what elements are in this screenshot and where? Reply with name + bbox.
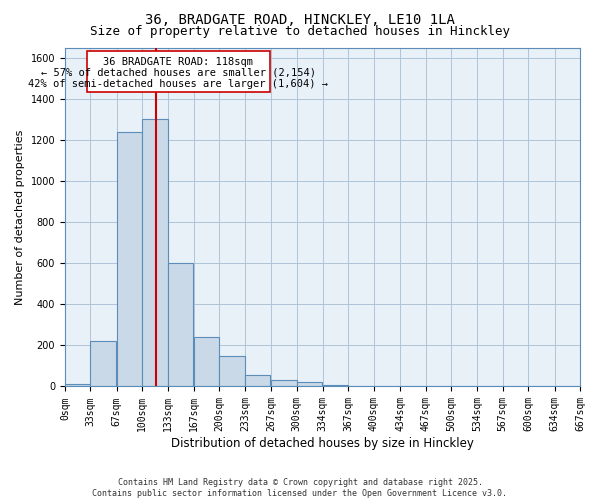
Bar xyxy=(194,337,220,386)
Bar xyxy=(65,384,91,386)
Bar xyxy=(116,132,142,386)
Bar xyxy=(245,375,271,386)
Text: 42% of semi-detached houses are larger (1,604) →: 42% of semi-detached houses are larger (… xyxy=(28,78,328,88)
Y-axis label: Number of detached properties: Number of detached properties xyxy=(15,130,25,304)
Bar xyxy=(91,342,116,386)
Bar xyxy=(296,382,322,386)
Bar xyxy=(142,120,167,386)
Bar xyxy=(220,356,245,386)
Text: 36, BRADGATE ROAD, HINCKLEY, LE10 1LA: 36, BRADGATE ROAD, HINCKLEY, LE10 1LA xyxy=(145,12,455,26)
Bar xyxy=(271,380,296,386)
Text: Size of property relative to detached houses in Hinckley: Size of property relative to detached ho… xyxy=(90,25,510,38)
FancyBboxPatch shape xyxy=(86,50,269,92)
Bar xyxy=(167,263,193,386)
Text: Contains HM Land Registry data © Crown copyright and database right 2025.
Contai: Contains HM Land Registry data © Crown c… xyxy=(92,478,508,498)
X-axis label: Distribution of detached houses by size in Hinckley: Distribution of detached houses by size … xyxy=(171,437,474,450)
Text: 36 BRADGATE ROAD: 118sqm: 36 BRADGATE ROAD: 118sqm xyxy=(103,57,253,67)
Text: ← 57% of detached houses are smaller (2,154): ← 57% of detached houses are smaller (2,… xyxy=(41,68,316,78)
